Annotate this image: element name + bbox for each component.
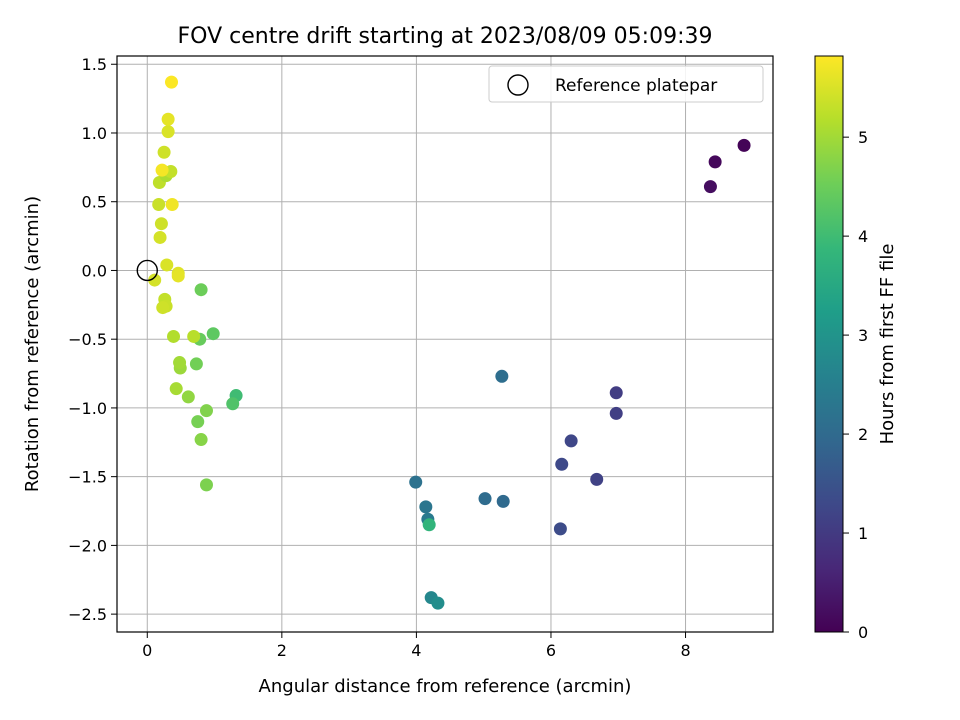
- data-point: [553, 522, 567, 536]
- data-point: [478, 492, 492, 506]
- x-axis-ticks: 0 2 4 6 8: [142, 632, 691, 660]
- colorbar-tick-label: 1: [858, 524, 868, 543]
- data-point: [152, 197, 166, 211]
- data-point: [148, 273, 162, 287]
- legend-label-reference: Reference platepar: [555, 76, 717, 96]
- data-point: [206, 327, 220, 341]
- data-point: [495, 369, 509, 383]
- colorbar-tick-label: 3: [858, 326, 868, 345]
- grid-lines: [117, 56, 773, 632]
- data-point: [609, 406, 623, 420]
- data-point: [194, 433, 208, 447]
- colorbar-tick-label: 5: [858, 128, 868, 147]
- data-point: [154, 217, 168, 231]
- y-tick-label: −1.5: [68, 468, 107, 487]
- y-axis-ticks: −2.5 −2.0 −1.5 −1.0 −0.5 0.0 0.5 1.0 1.5: [68, 55, 117, 624]
- x-tick-label: 4: [411, 641, 421, 660]
- data-point: [555, 457, 569, 471]
- legend: Reference platepar: [488, 65, 764, 103]
- data-point: [431, 596, 445, 610]
- data-point: [703, 180, 717, 194]
- data-point: [564, 434, 578, 448]
- y-tick-label: 0.5: [82, 193, 107, 212]
- data-point: [173, 356, 187, 370]
- data-point: [609, 386, 623, 400]
- data-point: [161, 125, 175, 139]
- data-point: [187, 329, 201, 343]
- data-point: [161, 112, 175, 126]
- legend-box: [488, 65, 764, 103]
- data-points: [136, 75, 751, 610]
- data-point: [164, 75, 178, 89]
- colorbar-tick-label: 4: [858, 227, 868, 246]
- x-tick-label: 6: [546, 641, 556, 660]
- y-tick-label: −2.0: [68, 536, 107, 555]
- data-point: [199, 404, 213, 418]
- y-tick-label: −1.0: [68, 399, 107, 418]
- data-point: [157, 145, 171, 159]
- plot-area-frame: [116, 55, 774, 633]
- data-point: [156, 301, 170, 315]
- data-point: [226, 397, 240, 411]
- colorbar-gradient: [814, 55, 844, 633]
- colorbar-ticks: 0 1 2 3 4 5: [843, 128, 868, 642]
- data-point: [737, 138, 751, 152]
- data-point: [422, 518, 436, 532]
- data-point: [160, 258, 174, 272]
- colorbar-tick-label: 2: [858, 425, 868, 444]
- y-tick-label: 0.0: [82, 261, 107, 280]
- y-tick-label: −0.5: [68, 330, 107, 349]
- x-axis-label: Angular distance from reference (arcmin): [259, 676, 632, 697]
- data-point: [496, 494, 510, 508]
- colorbar-tick-label: 0: [858, 623, 868, 642]
- data-point: [171, 269, 185, 283]
- data-point: [181, 390, 195, 404]
- x-tick-label: 8: [680, 641, 690, 660]
- x-tick-label: 2: [277, 641, 287, 660]
- y-tick-label: −2.5: [68, 605, 107, 624]
- data-point: [194, 283, 208, 297]
- data-point: [167, 329, 181, 343]
- y-tick-label: 1.0: [82, 124, 107, 143]
- data-point: [590, 472, 604, 486]
- chart-title: FOV centre drift starting at 2023/08/09 …: [178, 24, 713, 49]
- data-point: [169, 382, 183, 396]
- reference-platepar-marker: [136, 259, 158, 282]
- data-point: [409, 475, 423, 489]
- data-point: [419, 500, 433, 514]
- data-point: [708, 155, 722, 169]
- data-point: [189, 357, 203, 371]
- data-point: [153, 230, 167, 244]
- data-point: [191, 415, 205, 429]
- x-tick-label: 0: [142, 641, 152, 660]
- colorbar-label: Hours from first FF file: [877, 244, 898, 445]
- legend-marker-reference: [507, 74, 529, 96]
- colorbar: 0 1 2 3 4 5 Hours from first FF file: [814, 55, 898, 642]
- data-point: [199, 478, 213, 492]
- y-tick-label: 1.5: [82, 55, 107, 74]
- data-point: [155, 163, 169, 177]
- data-point: [165, 197, 179, 211]
- y-axis-label: Rotation from reference (arcmin): [22, 196, 43, 492]
